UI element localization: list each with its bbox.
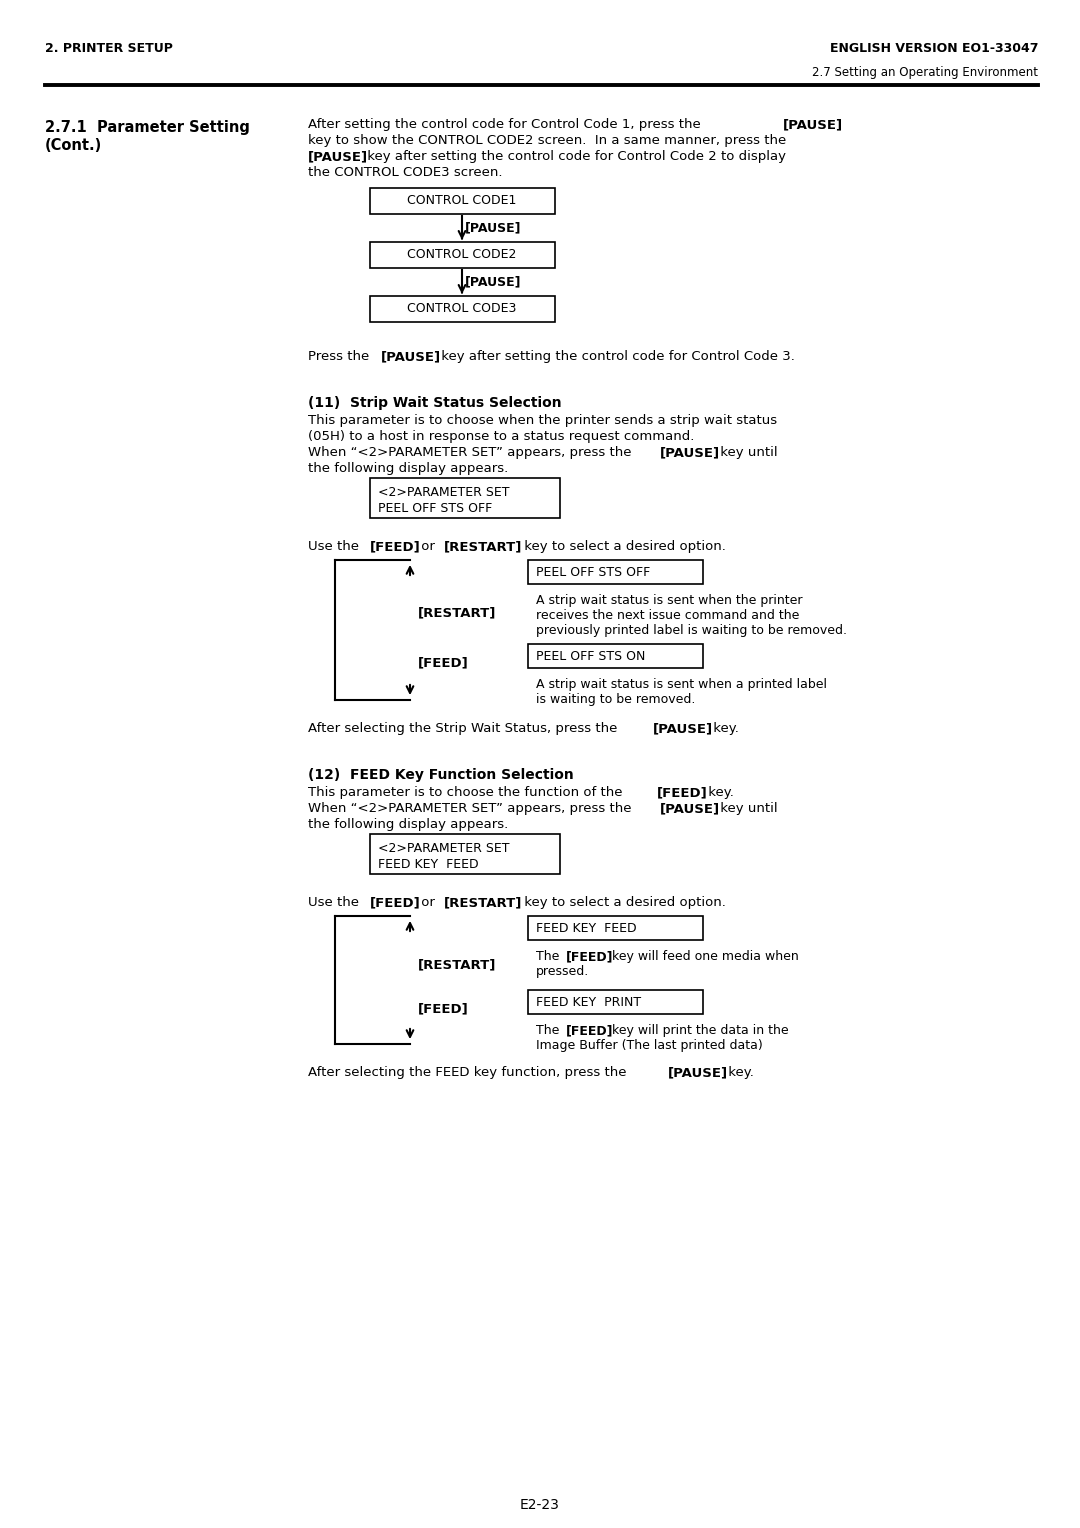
Text: The: The bbox=[536, 950, 564, 963]
Text: After selecting the Strip Wait Status, press the: After selecting the Strip Wait Status, p… bbox=[308, 723, 622, 735]
Text: key.: key. bbox=[704, 785, 734, 799]
Text: key after setting the control code for Control Code 3.: key after setting the control code for C… bbox=[437, 350, 795, 364]
Text: After setting the control code for Control Code 1, press the: After setting the control code for Contr… bbox=[308, 118, 705, 131]
Text: key until: key until bbox=[716, 446, 778, 458]
Text: [FEED]: [FEED] bbox=[566, 950, 613, 963]
Text: After selecting the FEED key function, press the: After selecting the FEED key function, p… bbox=[308, 1067, 631, 1079]
Text: (05H) to a host in response to a status request command.: (05H) to a host in response to a status … bbox=[308, 429, 694, 443]
Text: [FEED]: [FEED] bbox=[566, 1024, 613, 1038]
Text: (Cont.): (Cont.) bbox=[45, 138, 103, 153]
Text: FEED KEY  FEED: FEED KEY FEED bbox=[378, 859, 478, 871]
Text: Press the: Press the bbox=[308, 350, 374, 364]
Text: key will feed one media when: key will feed one media when bbox=[608, 950, 799, 963]
Bar bbox=[528, 643, 703, 668]
Text: [PAUSE]: [PAUSE] bbox=[660, 446, 720, 458]
Text: The: The bbox=[536, 1024, 564, 1038]
Text: <2>PARAMETER SET: <2>PARAMETER SET bbox=[378, 486, 510, 500]
Text: [FEED]: [FEED] bbox=[657, 785, 707, 799]
Text: [RESTART]: [RESTART] bbox=[418, 607, 497, 619]
Text: Use the: Use the bbox=[308, 539, 363, 553]
Text: key to select a desired option.: key to select a desired option. bbox=[519, 539, 726, 553]
Text: 2.7 Setting an Operating Environment: 2.7 Setting an Operating Environment bbox=[812, 66, 1038, 79]
Text: [PAUSE]: [PAUSE] bbox=[465, 275, 522, 289]
Text: PEEL OFF STS OFF: PEEL OFF STS OFF bbox=[378, 503, 492, 515]
Bar bbox=[370, 296, 555, 322]
Text: A strip wait status is sent when a printed label: A strip wait status is sent when a print… bbox=[536, 678, 827, 691]
Text: [FEED]: [FEED] bbox=[418, 656, 469, 669]
Text: key after setting the control code for Control Code 2 to display: key after setting the control code for C… bbox=[363, 150, 786, 163]
Text: key.: key. bbox=[724, 1067, 754, 1079]
Text: ENGLISH VERSION EO1-33047: ENGLISH VERSION EO1-33047 bbox=[829, 41, 1038, 55]
Text: [FEED]: [FEED] bbox=[370, 895, 421, 909]
Text: receives the next issue command and the: receives the next issue command and the bbox=[536, 610, 799, 622]
Text: [PAUSE]: [PAUSE] bbox=[465, 222, 522, 234]
Bar bbox=[528, 990, 703, 1015]
Text: E2-23: E2-23 bbox=[521, 1497, 559, 1513]
Bar bbox=[370, 188, 555, 214]
Text: [PAUSE]: [PAUSE] bbox=[660, 802, 720, 814]
Text: [PAUSE]: [PAUSE] bbox=[308, 150, 368, 163]
Text: This parameter is to choose the function of the: This parameter is to choose the function… bbox=[308, 785, 626, 799]
Text: [RESTART]: [RESTART] bbox=[444, 539, 523, 553]
Text: A strip wait status is sent when the printer: A strip wait status is sent when the pri… bbox=[536, 594, 802, 607]
Text: key until: key until bbox=[716, 802, 778, 814]
Text: [FEED]: [FEED] bbox=[418, 1002, 469, 1015]
Text: 2. PRINTER SETUP: 2. PRINTER SETUP bbox=[45, 41, 173, 55]
Text: the CONTROL CODE3 screen.: the CONTROL CODE3 screen. bbox=[308, 167, 502, 179]
Text: FEED KEY  PRINT: FEED KEY PRINT bbox=[536, 996, 642, 1008]
Text: CONTROL CODE2: CONTROL CODE2 bbox=[407, 249, 516, 261]
Text: [RESTART]: [RESTART] bbox=[418, 958, 497, 970]
Text: previously printed label is waiting to be removed.: previously printed label is waiting to b… bbox=[536, 623, 847, 637]
Text: (12)  FEED Key Function Selection: (12) FEED Key Function Selection bbox=[308, 769, 573, 782]
Text: When “<2>PARAMETER SET” appears, press the: When “<2>PARAMETER SET” appears, press t… bbox=[308, 802, 636, 814]
Text: (11)  Strip Wait Status Selection: (11) Strip Wait Status Selection bbox=[308, 396, 562, 410]
Text: CONTROL CODE1: CONTROL CODE1 bbox=[407, 194, 516, 208]
Text: PEEL OFF STS ON: PEEL OFF STS ON bbox=[536, 649, 646, 663]
Text: [PAUSE]: [PAUSE] bbox=[653, 723, 713, 735]
Text: key to select a desired option.: key to select a desired option. bbox=[519, 895, 726, 909]
Bar bbox=[528, 915, 703, 940]
Text: [PAUSE]: [PAUSE] bbox=[669, 1067, 728, 1079]
Text: key.: key. bbox=[708, 723, 739, 735]
Text: 2.7.1  Parameter Setting: 2.7.1 Parameter Setting bbox=[45, 121, 249, 134]
Text: [PAUSE]: [PAUSE] bbox=[381, 350, 441, 364]
Text: When “<2>PARAMETER SET” appears, press the: When “<2>PARAMETER SET” appears, press t… bbox=[308, 446, 636, 458]
Text: CONTROL CODE3: CONTROL CODE3 bbox=[407, 303, 516, 315]
Bar bbox=[528, 559, 703, 584]
Text: key to show the CONTROL CODE2 screen.  In a same manner, press the: key to show the CONTROL CODE2 screen. In… bbox=[308, 134, 786, 147]
Text: is waiting to be removed.: is waiting to be removed. bbox=[536, 694, 696, 706]
Bar bbox=[370, 478, 561, 518]
Text: the following display appears.: the following display appears. bbox=[308, 817, 509, 831]
Text: [RESTART]: [RESTART] bbox=[444, 895, 523, 909]
Bar bbox=[370, 241, 555, 267]
Text: the following display appears.: the following display appears. bbox=[308, 461, 509, 475]
Text: pressed.: pressed. bbox=[536, 966, 590, 978]
Text: key will print the data in the: key will print the data in the bbox=[608, 1024, 788, 1038]
Text: or: or bbox=[417, 539, 440, 553]
Text: [FEED]: [FEED] bbox=[370, 539, 421, 553]
Text: PEEL OFF STS OFF: PEEL OFF STS OFF bbox=[536, 565, 650, 579]
Text: or: or bbox=[417, 895, 440, 909]
Text: FEED KEY  FEED: FEED KEY FEED bbox=[536, 921, 636, 935]
Text: This parameter is to choose when the printer sends a strip wait status: This parameter is to choose when the pri… bbox=[308, 414, 778, 426]
Text: Use the: Use the bbox=[308, 895, 363, 909]
Bar bbox=[370, 834, 561, 874]
Text: <2>PARAMETER SET: <2>PARAMETER SET bbox=[378, 842, 510, 856]
Text: Image Buffer (The last printed data): Image Buffer (The last printed data) bbox=[536, 1039, 762, 1051]
Text: [PAUSE]: [PAUSE] bbox=[783, 118, 843, 131]
